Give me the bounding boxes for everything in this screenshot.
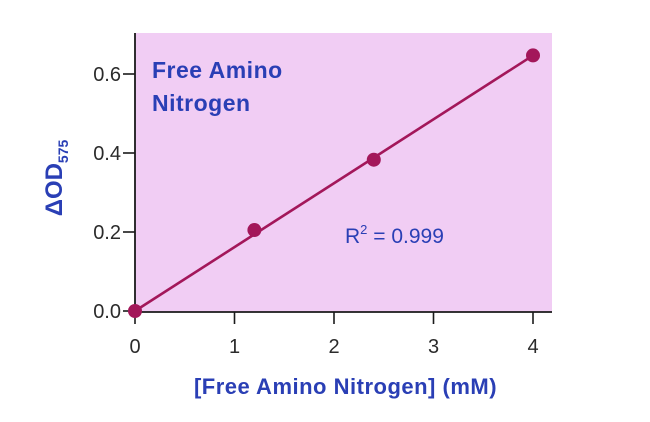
x-tick-label: 2 [328,336,339,358]
y-tick-label: 0.4 [93,143,121,165]
chart-title-line-1: Free Amino [152,57,283,83]
data-point [366,152,381,167]
chart-title: Free Amino Nitrogen [152,57,290,116]
y-axis-label: ΔOD575 [41,139,71,216]
annotation-superscript: 2 [360,222,367,237]
y-tick-label: 0.2 [93,222,121,244]
x-tick-label: 4 [527,336,538,358]
data-point [526,48,540,63]
x-axis-label: [Free Amino Nitrogen] (mM) [194,374,497,399]
y-axis-label-main: ΔOD [41,163,68,216]
chart-title-line-2: Nitrogen [152,90,251,116]
data-point [128,304,142,318]
ticks: 0.0 0.2 0.4 0.6 0 1 2 3 4 [93,64,538,358]
x-tick-label: 0 [129,336,140,358]
series-group [128,48,540,318]
annotation-base: R [345,225,360,248]
x-tick-label: 1 [229,336,240,358]
fit-line [134,54,534,313]
r-squared-annotation: R2 = 0.999 [345,222,444,248]
data-point [247,223,262,238]
y-tick-label: 0.0 [93,301,121,323]
y-axis-label-subscript: 575 [55,139,71,163]
x-tick-label: 3 [428,336,439,358]
axes [134,33,552,313]
y-tick-label: 0.6 [93,64,121,86]
annotation-value: = 0.999 [367,225,443,248]
